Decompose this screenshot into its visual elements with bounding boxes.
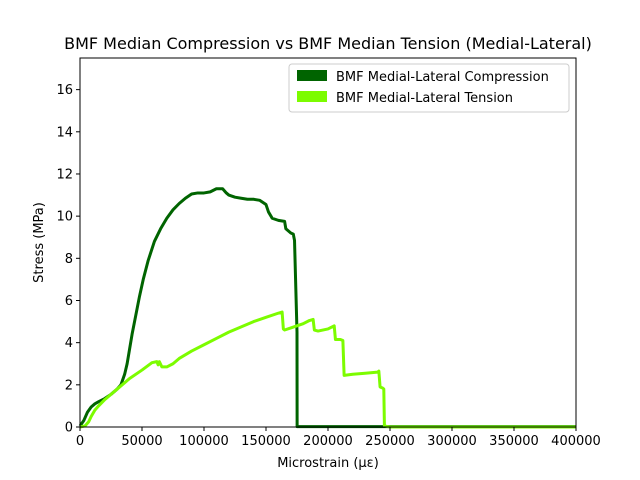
legend-swatch-compression <box>297 70 327 81</box>
axes-layer: 0 50000 100000 150000 200000 250000 300000 3500… <box>56 57 601 449</box>
legend-swatch-tension <box>297 91 327 102</box>
y-tick-label: 8 <box>65 252 73 267</box>
legend-box <box>288 63 570 113</box>
x-tick-label: 100000 <box>179 434 229 449</box>
x-tick-label: 150000 <box>241 434 291 449</box>
x-tick-label: 350000 <box>489 434 539 449</box>
series-line-tension <box>79 310 576 429</box>
chart-title: BMF Median Compression vs BMF Median Ten… <box>64 34 592 53</box>
y-tick-label: 16 <box>56 83 73 98</box>
legend: BMF Medial-Lateral Compression BMF Media… <box>288 63 570 113</box>
y-axis-label: Stress (MPa) <box>32 202 47 283</box>
y-tick-label: 10 <box>56 210 73 225</box>
y-tick-label: 12 <box>56 167 73 182</box>
x-tick-label: 200000 <box>303 434 353 449</box>
x-tick-label: 400000 <box>551 434 601 449</box>
y-tick-label: 0 <box>65 421 73 436</box>
x-tick-label: 50000 <box>121 434 162 449</box>
y-tick-label: 6 <box>65 294 73 309</box>
y-tick-label: 14 <box>56 125 73 140</box>
legend-label-compression: BMF Medial-Lateral Compression <box>336 70 549 85</box>
x-tick-label: 300000 <box>427 434 477 449</box>
y-tick-label: 4 <box>65 336 73 351</box>
x-tick-label: 250000 <box>365 434 415 449</box>
y-tick-label: 2 <box>65 378 73 393</box>
x-axis-label: Microstrain (με) <box>277 456 379 471</box>
legend-label-tension: BMF Medial-Lateral Tension <box>336 91 513 106</box>
series-layer <box>78 187 576 429</box>
x-tick-label: 0 <box>76 434 84 449</box>
